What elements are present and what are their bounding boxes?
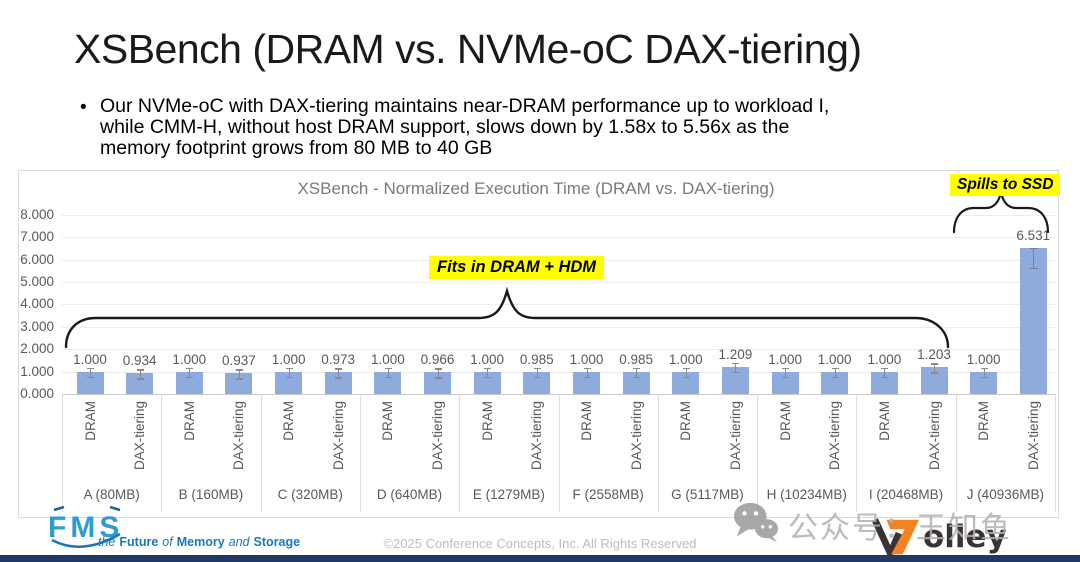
wolley-logo: olley [872,517,1007,557]
bottom-accent-bar [0,555,1080,562]
tagline-word: Storage [253,535,301,549]
fms-accent-right [109,506,121,512]
tagline-word: Future [119,535,159,549]
tagline-word: of [162,535,173,549]
slide-title: XSBench (DRAM vs. NVMe-oC DAX-tiering) [74,26,862,72]
watermark-text: 公众号：王知鱼 [788,512,1012,545]
annotation-fits-in-dram-hdm: Fits in DRAM + HDM [429,256,605,279]
chart-title: XSBench - Normalized Execution Time (DRA… [297,179,775,198]
chart-container [18,170,1059,518]
wolley-logo-text: olley [923,519,1007,555]
tagline-word: Memory [176,535,225,549]
tagline-word: the [98,535,116,549]
copyright-text: ©2025 Conference Concepts, Inc. All Righ… [383,536,697,551]
fms-tagline: the Future of Memory and Storage [98,535,304,549]
bullet-text: Our NVMe-oC with DAX-tiering maintains n… [100,96,920,158]
watermark: 公众号：王知鱼 [733,501,1012,547]
wolley-w-mark [872,518,920,557]
tagline-word: and [228,535,250,549]
bullet-line-2: while CMM-H, without host DRAM support, … [100,115,790,138]
fms-accent-left [53,506,65,512]
wechat-icon [733,502,779,543]
bullet-line-1: Our NVMe-oC with DAX-tiering maintains n… [100,95,830,117]
fms-logo-text: FMS [48,511,123,544]
bullet-line-3: memory footprint grows from 80 MB to 40 … [100,136,493,159]
fms-logo: FMS [48,506,123,548]
annotation-spills-to-ssd: Spills to SSD [950,174,1061,196]
bullet-marker: • [80,97,87,118]
fms-swoosh [51,532,121,548]
